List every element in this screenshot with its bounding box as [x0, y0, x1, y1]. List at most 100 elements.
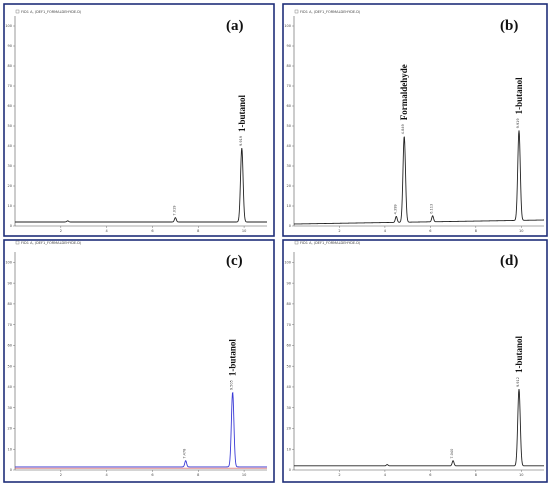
chart-header-text: FID1 A, (DEF1_FORMALDEHYDE.D) — [21, 10, 82, 14]
legend-box-icon — [294, 240, 299, 245]
x-tick-label: 4 — [384, 473, 387, 477]
y-tick-label: 0 — [10, 468, 12, 472]
y-tick-label: 20 — [287, 427, 291, 431]
y-tick-label: 20 — [8, 427, 12, 431]
x-tick-label: 10 — [242, 229, 246, 233]
peak-rt-label: 9.912 — [516, 377, 520, 387]
chart-panel-4: FID1 A, (DEF1_FORMALDEHYDE.D) 0 10 20 30 40 50… — [282, 239, 548, 483]
x-tick-label: 8 — [475, 473, 477, 477]
y-tick-label: 30 — [8, 164, 12, 168]
peak-compound-label: 1-butanol — [514, 77, 524, 115]
chart-header-text: FID1 A, (DEF1_FORMALDEHYDE.D) — [21, 241, 82, 245]
peak-rt-label: 7.478 — [183, 449, 187, 459]
signal-trace — [293, 130, 545, 225]
y-tick-label: 90 — [8, 44, 12, 48]
y-tick-label: 90 — [287, 44, 291, 48]
x-tick-label: 6 — [429, 229, 431, 233]
y-tick-label: 60 — [8, 104, 12, 108]
x-tick-label: 10 — [519, 473, 523, 477]
peak-rt-label: 6.113 — [430, 204, 434, 214]
y-tick-label: 90 — [287, 281, 291, 285]
y-tick-label: 0 — [10, 224, 12, 228]
y-tick-label: 10 — [8, 447, 12, 451]
panel-frame — [282, 239, 548, 483]
y-tick-label: 100 — [284, 24, 291, 28]
legend-box-icon — [15, 240, 20, 245]
y-tick-label: 40 — [8, 385, 12, 389]
peak-rt-label: 7.019 — [172, 206, 176, 216]
panel-frame — [282, 3, 548, 237]
chart-header-text: FID1 A, (DEF1_FORMALDEHYDE.D) — [300, 241, 361, 245]
x-tick-label: 6 — [151, 473, 153, 477]
x-tick-label: 8 — [197, 473, 199, 477]
panel-letter: (b) — [500, 18, 518, 34]
peak-rt-label: 9.919 — [516, 118, 520, 128]
y-tick-label: 30 — [287, 164, 291, 168]
y-tick-label: 100 — [284, 261, 291, 265]
y-tick-label: 70 — [8, 84, 12, 88]
x-tick-label: 4 — [106, 229, 109, 233]
peak-rt-label: 7.040 — [450, 449, 454, 459]
x-tick-label: 8 — [475, 229, 477, 233]
panel-frame — [3, 3, 275, 237]
y-tick-label: 70 — [8, 323, 12, 327]
y-tick-label: 0 — [289, 224, 291, 228]
y-tick-label: 10 — [8, 204, 12, 208]
x-tick-label: 2 — [338, 229, 340, 233]
y-tick-label: 80 — [8, 302, 12, 306]
y-tick-label: 70 — [287, 84, 291, 88]
y-tick-label: 60 — [287, 344, 291, 348]
x-tick-label: 4 — [384, 229, 387, 233]
y-tick-label: 80 — [8, 64, 12, 68]
y-tick-label: 100 — [5, 261, 12, 265]
y-tick-label: 10 — [287, 447, 291, 451]
y-tick-label: 10 — [287, 204, 291, 208]
y-tick-label: 0 — [289, 468, 291, 472]
panel-letter: (d) — [500, 253, 518, 269]
peak-rt-label: 4.849 — [401, 124, 405, 134]
signal-trace — [15, 391, 267, 468]
y-tick-label: 50 — [8, 364, 12, 368]
y-tick-label: 80 — [287, 64, 291, 68]
chart-panel-1: FID1 A, (DEF1_FORMALDEHYDE.D) 0 10 20 30 40 50… — [3, 3, 275, 237]
legend-box-icon — [294, 9, 299, 14]
legend-box-icon — [15, 9, 20, 14]
y-tick-label: 70 — [287, 323, 291, 327]
signal-trace — [294, 388, 544, 467]
y-tick-label: 60 — [287, 104, 291, 108]
panel-letter: (a) — [226, 18, 244, 34]
y-tick-label: 20 — [287, 184, 291, 188]
signal-trace — [15, 147, 267, 223]
x-tick-label: 6 — [429, 473, 431, 477]
y-tick-label: 50 — [8, 124, 12, 128]
panel-frame — [3, 239, 275, 483]
y-tick-label: 40 — [287, 385, 291, 389]
y-tick-label: 80 — [287, 302, 291, 306]
y-tick-label: 30 — [287, 406, 291, 410]
x-tick-label: 2 — [338, 473, 340, 477]
chart-panel-3: FID1 A, (DEF1_FORMALDEHYDE.D) 0 10 20 30 40 50… — [3, 239, 275, 483]
x-tick-label: 10 — [519, 229, 523, 233]
peak-compound-label: Formaldehyde — [399, 64, 409, 120]
y-tick-label: 50 — [287, 124, 291, 128]
x-tick-label: 2 — [60, 229, 62, 233]
x-tick-label: 6 — [151, 229, 153, 233]
peak-compound-label: 1-butanol — [514, 336, 524, 374]
peak-compound-label: 1-butanol — [228, 339, 238, 377]
x-tick-label: 10 — [242, 473, 246, 477]
x-tick-label: 2 — [60, 473, 62, 477]
y-tick-label: 60 — [8, 344, 12, 348]
y-tick-label: 90 — [8, 281, 12, 285]
y-tick-label: 40 — [8, 144, 12, 148]
chart-header-text: FID1 A, (DEF1_FORMALDEHYDE.D) — [300, 10, 361, 14]
peak-compound-label: 1-butanol — [237, 94, 247, 132]
peak-rt-label: 9.919 — [239, 136, 243, 146]
x-tick-label: 4 — [106, 473, 109, 477]
y-tick-label: 50 — [287, 364, 291, 368]
y-tick-label: 20 — [8, 184, 12, 188]
x-tick-label: 8 — [197, 229, 199, 233]
y-tick-label: 40 — [287, 144, 291, 148]
peak-rt-label: 4.399 — [393, 204, 397, 214]
y-tick-label: 30 — [8, 406, 12, 410]
